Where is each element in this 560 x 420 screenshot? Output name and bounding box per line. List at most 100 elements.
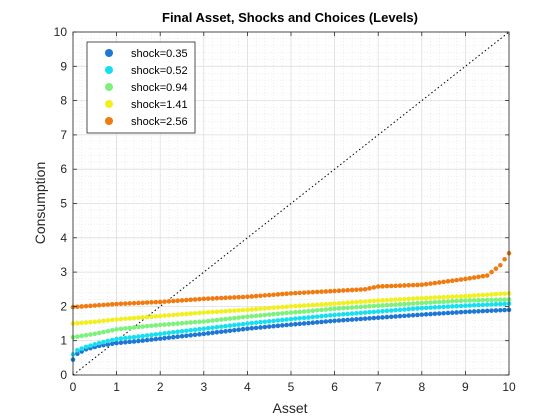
data-point xyxy=(262,312,268,318)
data-point xyxy=(393,297,398,302)
data-point xyxy=(140,300,146,306)
data-point xyxy=(362,310,368,315)
data-point xyxy=(332,306,337,312)
data-point xyxy=(197,296,202,302)
y-tick-label: 4 xyxy=(60,231,67,245)
data-point xyxy=(362,299,368,304)
data-point xyxy=(240,307,246,313)
data-point xyxy=(149,323,154,329)
data-point xyxy=(249,313,255,319)
data-point xyxy=(240,321,246,327)
data-point xyxy=(266,292,272,298)
data-point xyxy=(467,293,473,299)
data-point xyxy=(92,331,98,337)
data-point xyxy=(480,297,486,303)
data-point xyxy=(493,266,499,271)
data-point xyxy=(88,343,93,348)
data-point xyxy=(297,309,303,315)
data-point xyxy=(341,300,346,306)
data-point xyxy=(471,293,477,298)
data-point xyxy=(388,302,394,308)
data-point xyxy=(249,294,255,299)
data-point xyxy=(306,320,311,326)
legend-label: shock=2.56 xyxy=(131,116,188,128)
data-point xyxy=(332,318,337,324)
data-point xyxy=(258,306,263,312)
data-point xyxy=(144,333,150,338)
data-point xyxy=(114,336,119,342)
data-point xyxy=(236,327,241,333)
data-point xyxy=(88,303,93,309)
legend-item: shock=0.52 xyxy=(105,65,188,77)
data-point xyxy=(310,302,316,308)
data-point xyxy=(458,294,464,299)
data-point xyxy=(101,318,106,324)
data-point xyxy=(471,309,477,314)
data-point xyxy=(109,337,115,343)
data-point xyxy=(432,280,438,286)
data-point xyxy=(157,331,163,337)
y-tick-label: 2 xyxy=(60,299,67,313)
data-point xyxy=(201,296,207,302)
data-point xyxy=(136,315,141,321)
x-tick-label: 10 xyxy=(502,380,516,394)
data-point xyxy=(423,281,429,287)
data-point xyxy=(463,309,468,315)
data-point xyxy=(214,324,220,330)
data-point xyxy=(467,298,473,303)
data-point xyxy=(349,305,355,310)
data-point xyxy=(266,324,272,329)
data-point xyxy=(432,299,438,305)
legend-label: shock=0.52 xyxy=(131,65,188,77)
data-point xyxy=(197,332,202,337)
data-point xyxy=(83,320,89,325)
data-point xyxy=(170,321,176,327)
data-point xyxy=(502,297,507,302)
data-point xyxy=(144,337,150,343)
data-point xyxy=(175,329,180,335)
data-point xyxy=(288,310,294,315)
data-point xyxy=(236,294,241,300)
data-point xyxy=(489,297,494,303)
y-tick-label: 5 xyxy=(60,197,67,211)
data-point xyxy=(105,328,111,334)
data-point xyxy=(371,315,377,321)
data-point xyxy=(166,299,172,304)
data-point xyxy=(118,340,124,345)
legend-item: shock=1.41 xyxy=(105,99,188,111)
data-point xyxy=(262,306,268,311)
data-point xyxy=(441,294,446,300)
data-point xyxy=(306,315,311,320)
data-point xyxy=(341,311,346,317)
legend-item: shock=2.56 xyxy=(105,116,188,128)
data-point xyxy=(358,299,364,305)
data-point xyxy=(489,308,494,313)
data-point xyxy=(384,297,390,303)
data-point xyxy=(432,295,438,300)
data-point xyxy=(140,333,146,339)
data-point xyxy=(497,291,503,297)
data-point xyxy=(157,299,163,305)
data-point xyxy=(480,308,486,314)
data-point xyxy=(240,326,246,332)
data-point xyxy=(436,299,442,305)
data-point xyxy=(436,295,442,300)
data-point xyxy=(458,277,464,282)
x-tick-label: 0 xyxy=(70,380,77,394)
series-shock-1-41 xyxy=(70,291,512,326)
data-point xyxy=(162,335,167,341)
data-point xyxy=(301,309,307,314)
data-point xyxy=(131,300,137,306)
data-point xyxy=(75,351,80,357)
data-point xyxy=(258,293,263,299)
data-point xyxy=(166,321,172,327)
data-point xyxy=(201,310,207,315)
y-tick-label: 0 xyxy=(60,368,67,382)
data-point xyxy=(375,298,381,303)
data-point xyxy=(349,311,355,316)
data-point xyxy=(323,289,329,294)
data-point xyxy=(184,297,189,303)
data-point xyxy=(380,315,385,320)
data-point xyxy=(476,297,481,303)
data-point xyxy=(297,315,303,321)
